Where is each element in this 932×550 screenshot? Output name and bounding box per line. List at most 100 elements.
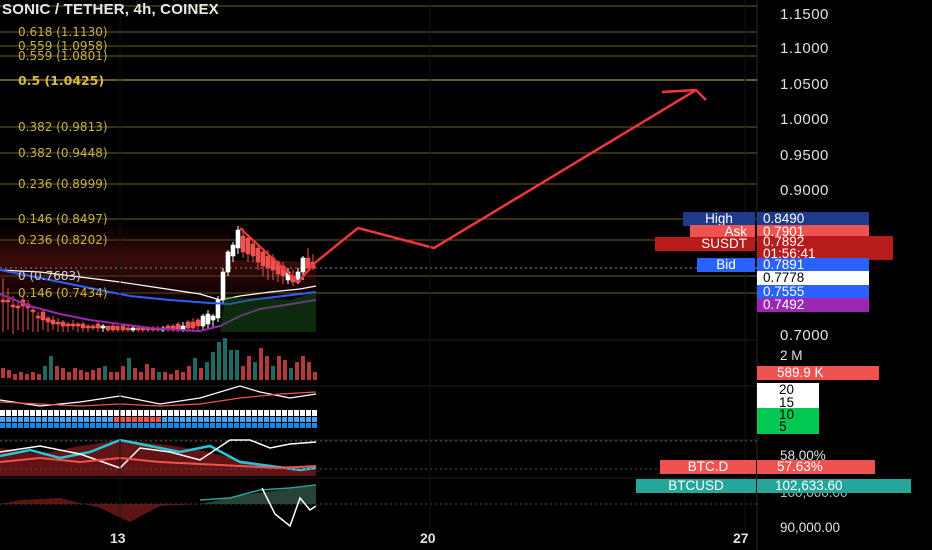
candle-body bbox=[165, 325, 171, 329]
price-tick: 1.0000 bbox=[780, 111, 829, 128]
candle-body bbox=[55, 321, 61, 325]
osc-block-bot bbox=[240, 423, 245, 428]
osc-block-top bbox=[288, 410, 293, 416]
candle-body bbox=[30, 309, 36, 313]
fib-label: 0.236 (0.8202) bbox=[18, 233, 108, 247]
candle-body bbox=[125, 327, 131, 331]
candle-body bbox=[305, 257, 311, 269]
price-band bbox=[0, 222, 316, 300]
osc-level-15: 15 bbox=[757, 396, 819, 410]
osc-block-mid bbox=[54, 417, 59, 422]
price-tick: 1.0500 bbox=[780, 76, 829, 93]
osc-block-top bbox=[300, 410, 305, 416]
osc-block-top bbox=[258, 410, 263, 416]
osc-block-top bbox=[18, 410, 23, 416]
volume-bar bbox=[295, 362, 299, 380]
btcusd-tag-label: BTCUSD bbox=[636, 479, 756, 493]
osc-block-mid bbox=[162, 417, 167, 422]
osc-block-top bbox=[0, 410, 5, 416]
osc-block-bot bbox=[150, 423, 155, 428]
volume-bar bbox=[103, 366, 107, 380]
volume-bar bbox=[55, 366, 59, 380]
osc-block-top bbox=[60, 410, 65, 416]
volume-value-tag: 589.9 K bbox=[757, 366, 879, 380]
chart-title[interactable]: SONIC / TETHER, 4h, COINEX bbox=[2, 1, 219, 18]
volume-bar bbox=[127, 358, 131, 380]
osc-block-mid bbox=[90, 417, 95, 422]
osc-block-top bbox=[228, 410, 233, 416]
osc-block-bot bbox=[126, 423, 131, 428]
candle-body bbox=[15, 305, 21, 309]
osc-block-mid bbox=[222, 417, 227, 422]
osc-block-mid bbox=[210, 417, 215, 422]
candle-body bbox=[255, 247, 261, 263]
osc-level-5: 5 bbox=[757, 420, 819, 434]
osc-block-top bbox=[30, 410, 35, 416]
osc-block-top bbox=[282, 410, 287, 416]
osc-block-bot bbox=[222, 423, 227, 428]
candle-body bbox=[240, 235, 246, 253]
osc-block-mid bbox=[18, 417, 23, 422]
osc-block-mid bbox=[312, 417, 317, 422]
osc-level-20: 20 bbox=[757, 383, 819, 397]
osc-line-red bbox=[0, 391, 317, 407]
volume-bar bbox=[247, 356, 251, 380]
osc-block-bot bbox=[186, 423, 191, 428]
volume-bar bbox=[109, 372, 113, 380]
osc-block-bot bbox=[108, 423, 113, 428]
osc-block-bot bbox=[138, 423, 143, 428]
volume-bar bbox=[157, 372, 161, 380]
osc-block-bot bbox=[234, 423, 239, 428]
time-tick-27: 27 bbox=[733, 530, 749, 546]
osc-block-top bbox=[24, 410, 29, 416]
candle-body bbox=[90, 325, 96, 329]
candle-body bbox=[200, 315, 206, 327]
btc-line-green bbox=[199, 484, 317, 501]
candle-body bbox=[105, 325, 111, 331]
candle-body bbox=[225, 251, 231, 273]
fib-label: 0.382 (0.9813) bbox=[18, 120, 108, 134]
osc-block-top bbox=[126, 410, 131, 416]
osc-block-mid bbox=[24, 417, 29, 422]
fib-label: 0.236 (0.8999) bbox=[18, 177, 108, 191]
osc-block-bot bbox=[282, 423, 287, 428]
osc-block-mid bbox=[270, 417, 275, 422]
osc-block-bot bbox=[204, 423, 209, 428]
volume-axis-label: 2 M bbox=[780, 348, 803, 363]
osc-block-bot bbox=[258, 423, 263, 428]
btcd-tag-label: BTC.D bbox=[660, 460, 756, 474]
osc-block-top bbox=[156, 410, 161, 416]
candle-body bbox=[260, 251, 266, 267]
btcusd-tag-value: 102,633.60 bbox=[757, 479, 911, 493]
osc-block-bot bbox=[210, 423, 215, 428]
osc-block-bot bbox=[78, 423, 83, 428]
candle-body bbox=[110, 325, 116, 331]
osc-block-top bbox=[6, 410, 11, 416]
volume-bar bbox=[7, 370, 11, 378]
volume-bar bbox=[229, 350, 233, 380]
osc-block-bot bbox=[312, 423, 317, 428]
osc-block-mid bbox=[264, 417, 269, 422]
osc-block-mid bbox=[174, 417, 179, 422]
fib-label: 0.559 (1.0958) bbox=[18, 39, 108, 53]
volume-bar bbox=[205, 362, 209, 380]
candle-body bbox=[245, 237, 251, 255]
osc-block-mid bbox=[30, 417, 35, 422]
osc-block-mid bbox=[288, 417, 293, 422]
osc-block-top bbox=[174, 410, 179, 416]
candle-countdown: 01:56:41 bbox=[763, 246, 816, 261]
btc-area-green bbox=[200, 486, 316, 504]
osc-block-mid bbox=[156, 417, 161, 422]
osc-block-top bbox=[222, 410, 227, 416]
volume-bar bbox=[151, 368, 155, 380]
osc-block-top bbox=[192, 410, 197, 416]
osc-block-bot bbox=[198, 423, 203, 428]
volume-bar bbox=[25, 374, 29, 380]
volume-bar bbox=[79, 370, 83, 380]
osc-block-mid bbox=[138, 417, 143, 422]
osc-block-top bbox=[54, 410, 59, 416]
volume-bar bbox=[211, 352, 215, 380]
volume-bar bbox=[61, 368, 65, 380]
candle-body bbox=[135, 327, 141, 331]
